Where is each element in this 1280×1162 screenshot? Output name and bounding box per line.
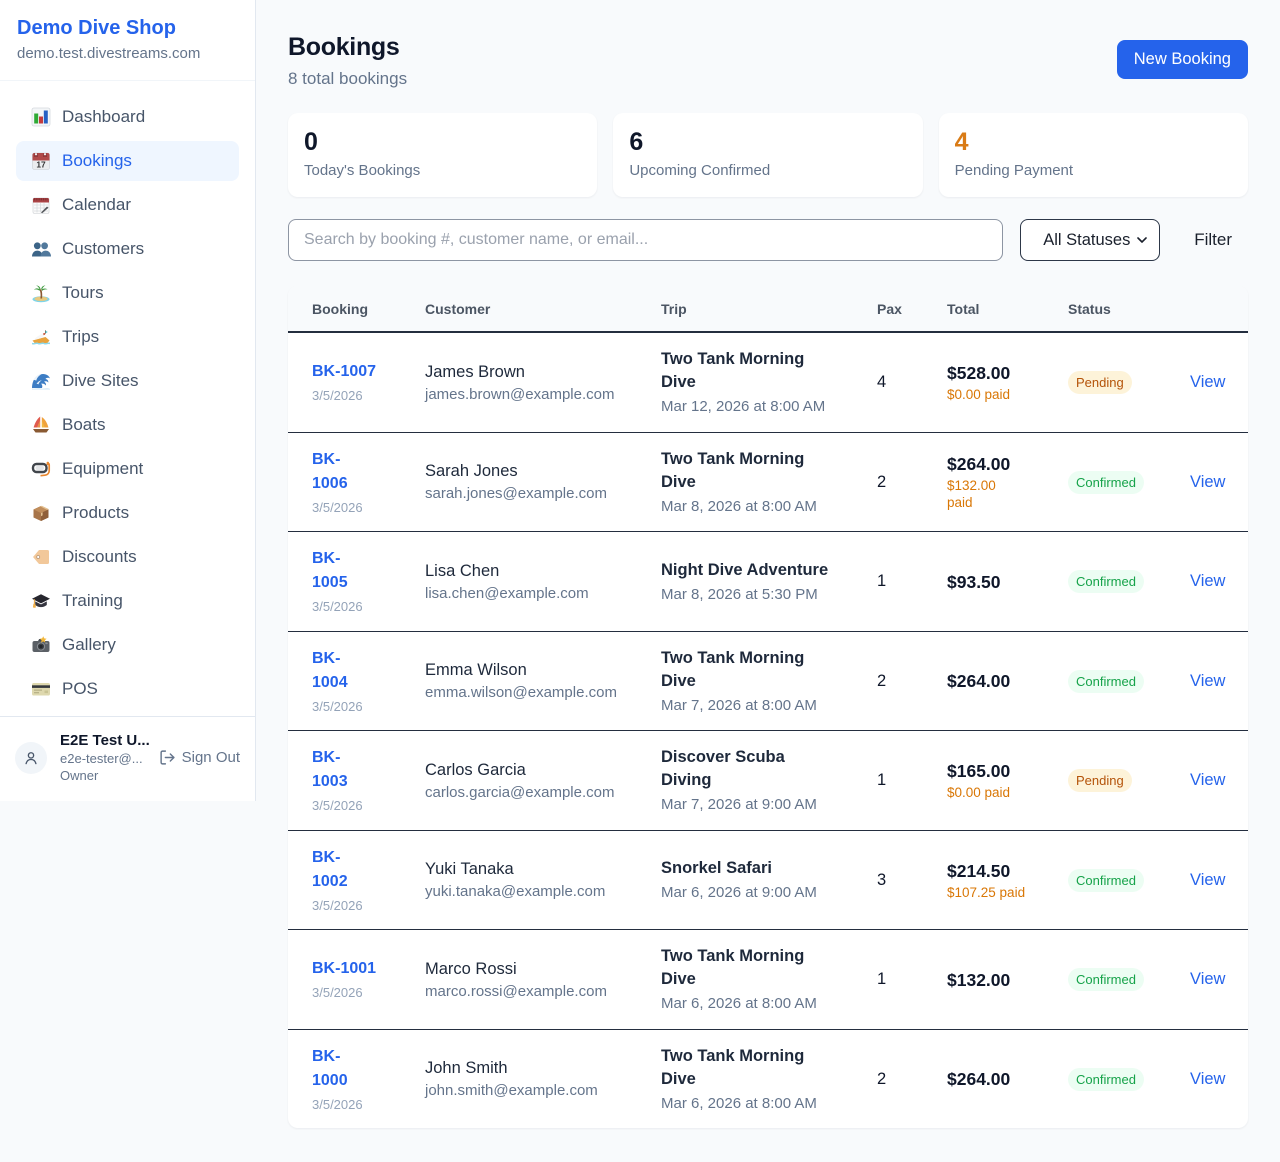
svg-text:17: 17 <box>36 159 46 169</box>
